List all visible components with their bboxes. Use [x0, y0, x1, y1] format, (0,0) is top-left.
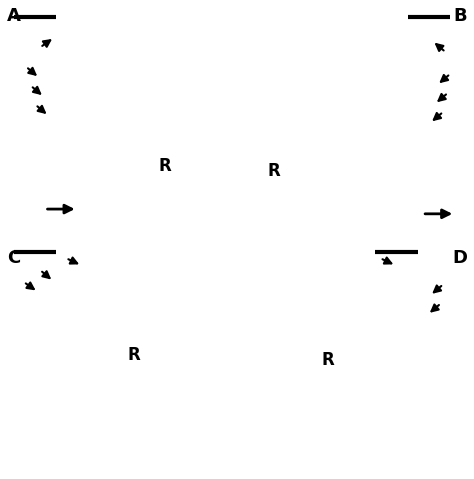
Text: R: R — [322, 351, 335, 369]
Text: C: C — [7, 249, 20, 266]
Text: R: R — [158, 157, 171, 175]
Text: R: R — [268, 162, 281, 180]
Text: B: B — [453, 7, 467, 25]
Text: D: D — [452, 249, 467, 266]
Text: R: R — [128, 346, 140, 365]
Text: A: A — [7, 7, 21, 25]
